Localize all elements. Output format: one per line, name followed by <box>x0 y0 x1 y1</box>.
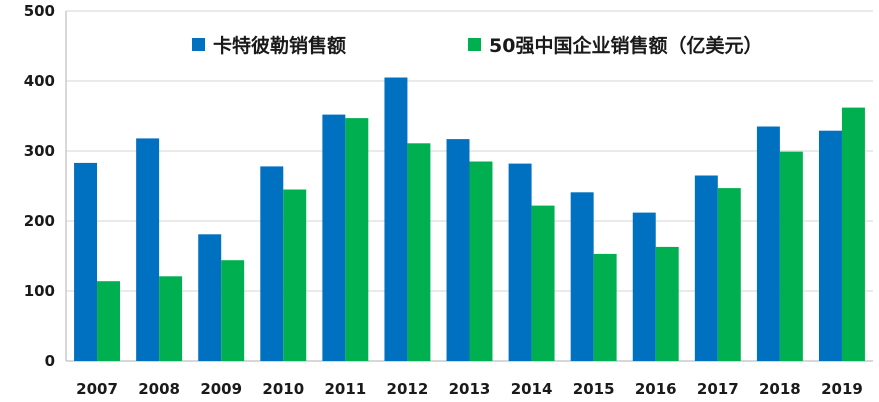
bar-china-top50-2010 <box>283 189 307 361</box>
bar-caterpillar-2011 <box>322 114 346 361</box>
x-tick-label: 2013 <box>449 380 491 398</box>
bar-china-top50-2007 <box>97 281 121 361</box>
bar-caterpillar-2010 <box>260 166 284 361</box>
legend-swatch-caterpillar <box>192 38 205 51</box>
bar-china-top50-2017 <box>717 188 741 361</box>
bar-china-top50-2018 <box>779 151 803 361</box>
x-tick-label: 2007 <box>76 380 118 398</box>
legend-label-china-top50: 50强中国企业销售额（亿美元） <box>489 34 762 57</box>
bar-china-top50-2012 <box>407 143 431 361</box>
y-tick-label: 400 <box>24 72 55 90</box>
x-tick-label: 2012 <box>387 380 429 398</box>
bar-caterpillar-2012 <box>384 77 408 361</box>
x-tick-label: 2008 <box>138 380 180 398</box>
x-tick-label: 2018 <box>759 380 801 398</box>
x-tick-label: 2015 <box>573 380 615 398</box>
bar-caterpillar-2007 <box>74 162 98 361</box>
x-tick-label: 2016 <box>635 380 677 398</box>
bar-china-top50-2008 <box>159 276 183 361</box>
bar-china-top50-2019 <box>841 107 865 361</box>
x-axis-ticks: 2007 2008 2009 2010 2011 2012 2013 2014 2015 2016… <box>76 380 863 398</box>
legend-label-caterpillar: 卡特彼勒销售额 <box>213 34 346 57</box>
x-tick-label: 2011 <box>324 380 366 398</box>
bar-caterpillar-2019 <box>818 130 842 361</box>
bar-caterpillar-2014 <box>508 163 532 361</box>
bar-caterpillar-2016 <box>632 212 656 361</box>
x-tick-label: 2017 <box>697 380 739 398</box>
bars <box>74 77 865 361</box>
x-tick-label: 2019 <box>821 380 863 398</box>
bar-china-top50-2011 <box>345 118 369 361</box>
y-tick-label: 500 <box>24 2 55 20</box>
bar-china-top50-2009 <box>221 260 245 361</box>
y-tick-label: 300 <box>24 142 55 160</box>
bar-caterpillar-2017 <box>694 175 718 361</box>
bar-caterpillar-2009 <box>198 234 222 361</box>
x-tick-label: 2014 <box>511 380 553 398</box>
bar-china-top50-2014 <box>531 205 555 361</box>
y-axis-ticks: 0 100 200 300 400 500 <box>24 2 55 370</box>
bar-caterpillar-2008 <box>136 138 160 361</box>
legend: 卡特彼勒销售额 50强中国企业销售额（亿美元） <box>192 34 762 57</box>
bar-china-top50-2015 <box>593 253 617 361</box>
bar-caterpillar-2015 <box>570 192 594 361</box>
bar-china-top50-2016 <box>655 246 679 361</box>
y-tick-label: 100 <box>24 282 55 300</box>
bar-china-top50-2013 <box>469 161 493 361</box>
bar-caterpillar-2013 <box>446 139 470 361</box>
x-tick-label: 2009 <box>200 380 242 398</box>
x-tick-label: 2010 <box>262 380 304 398</box>
bar-caterpillar-2018 <box>756 126 780 361</box>
y-tick-label: 0 <box>45 352 55 370</box>
y-tick-label: 200 <box>24 212 55 230</box>
legend-swatch-china-top50 <box>468 38 481 51</box>
